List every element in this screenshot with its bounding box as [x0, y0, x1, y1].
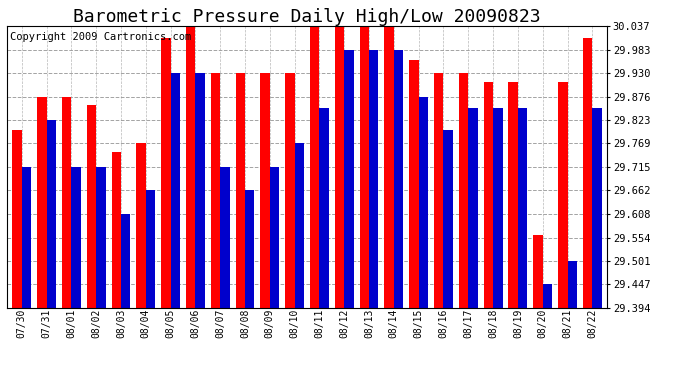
Bar: [211, 73, 220, 308]
Bar: [47, 120, 56, 308]
Bar: [384, 26, 394, 308]
Bar: [344, 50, 354, 308]
Bar: [444, 130, 453, 308]
Bar: [319, 108, 329, 308]
Bar: [567, 261, 577, 308]
Bar: [310, 26, 319, 308]
Bar: [146, 190, 155, 308]
Bar: [195, 73, 205, 308]
Bar: [359, 26, 369, 308]
Bar: [96, 167, 106, 308]
Bar: [484, 82, 493, 308]
Bar: [62, 97, 71, 308]
Bar: [12, 130, 22, 308]
Bar: [434, 73, 444, 308]
Bar: [121, 214, 130, 308]
Bar: [583, 38, 592, 308]
Bar: [260, 73, 270, 308]
Text: Copyright 2009 Cartronics.com: Copyright 2009 Cartronics.com: [10, 32, 191, 42]
Bar: [22, 167, 31, 308]
Title: Barometric Pressure Daily High/Low 20090823: Barometric Pressure Daily High/Low 20090…: [73, 8, 541, 26]
Bar: [71, 167, 81, 308]
Bar: [112, 152, 121, 308]
Bar: [245, 190, 255, 308]
Bar: [459, 73, 469, 308]
Bar: [270, 167, 279, 308]
Bar: [37, 97, 47, 308]
Bar: [335, 26, 344, 308]
Bar: [235, 73, 245, 308]
Bar: [592, 108, 602, 308]
Bar: [543, 284, 552, 308]
Bar: [493, 108, 502, 308]
Bar: [87, 105, 96, 308]
Bar: [518, 108, 527, 308]
Bar: [186, 26, 195, 308]
Bar: [369, 50, 379, 308]
Bar: [295, 144, 304, 308]
Bar: [137, 144, 146, 308]
Bar: [533, 235, 543, 308]
Bar: [394, 50, 403, 308]
Bar: [558, 82, 567, 308]
Bar: [409, 60, 419, 308]
Bar: [285, 73, 295, 308]
Bar: [220, 167, 230, 308]
Bar: [161, 38, 170, 308]
Bar: [419, 97, 428, 308]
Bar: [469, 108, 477, 308]
Bar: [509, 82, 518, 308]
Bar: [170, 73, 180, 308]
